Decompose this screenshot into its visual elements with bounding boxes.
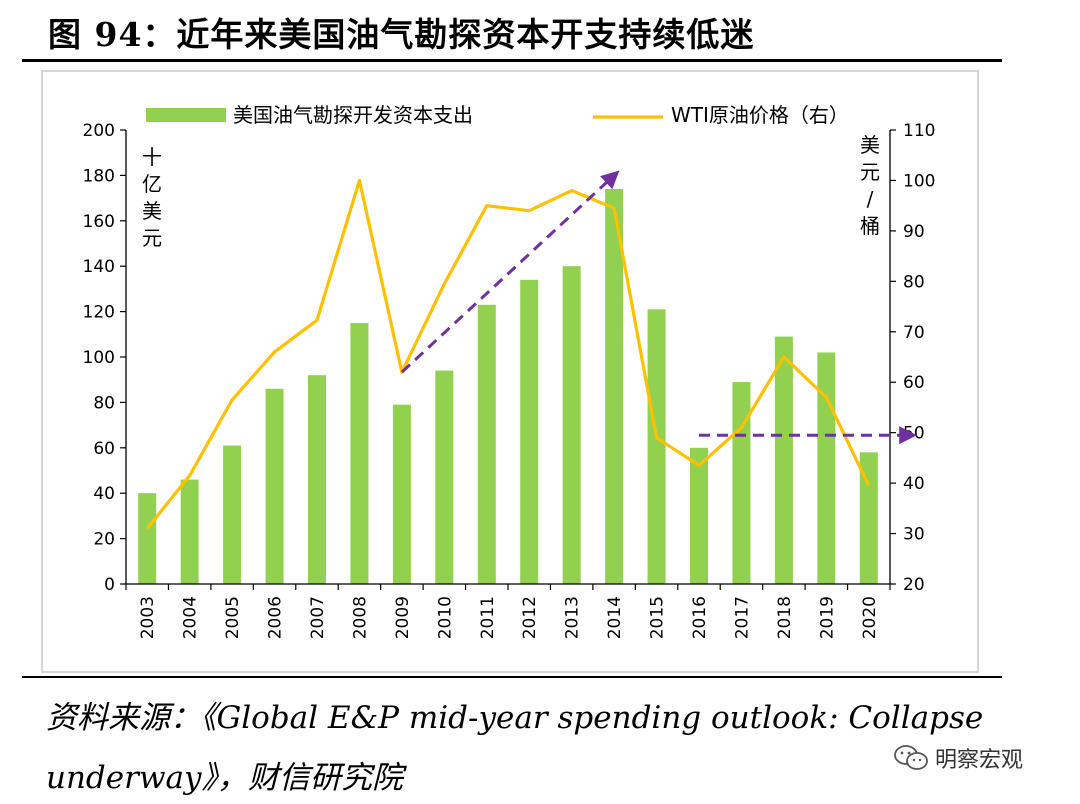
svg-text:元: 元 (142, 226, 162, 250)
x-tick-label: 2015 (648, 596, 668, 639)
x-tick-label: 2007 (308, 596, 328, 639)
bar-2005 (223, 445, 242, 584)
x-tick-label: 2020 (860, 596, 880, 639)
left-tick-label: 140 (83, 257, 115, 277)
bar-2015 (647, 309, 666, 584)
x-tick-label: 2003 (138, 596, 158, 639)
right-tick-label: 110 (903, 121, 935, 141)
source-rule (22, 676, 1002, 678)
x-tick-label: 2005 (223, 596, 243, 639)
trend-arrow-1 (400, 170, 620, 374)
right-tick-label: 40 (903, 474, 925, 494)
legend-label-capex: 美国油气勘探开发资本支出 (233, 103, 473, 127)
bar-2017 (732, 381, 751, 584)
legend-label-wti: WTI原油价格（右） (671, 103, 849, 127)
right-tick-label: 60 (903, 373, 925, 393)
x-tick-label: 2004 (181, 596, 201, 639)
x-tick-label: 2017 (732, 596, 752, 639)
bar-2007 (308, 375, 326, 584)
right-tick-label: 50 (903, 424, 925, 444)
left-tick-label: 100 (83, 348, 115, 368)
chart-panel: 0 20 40 60 80 100 120 140 160 180 200 20 30 40 50 60 70 8… (41, 70, 979, 673)
source-line-2: underway》，财信研究院 (46, 760, 403, 796)
svg-text:桶: 桶 (860, 214, 880, 238)
left-tick-label: 120 (83, 303, 115, 323)
right-tick-label: 80 (903, 272, 925, 292)
x-tick-label: 2006 (266, 596, 286, 639)
left-tick-label: 60 (93, 439, 115, 459)
bar-2012 (520, 279, 539, 584)
svg-text:元: 元 (860, 160, 880, 184)
right-axis-unit: 美元 / 桶 (860, 133, 880, 238)
x-tick-label: 2018 (775, 596, 795, 639)
bar-2006 (265, 388, 284, 584)
x-tick-label: 2012 (520, 596, 540, 639)
bar-2009 (392, 404, 411, 584)
bar-2018 (774, 336, 793, 584)
x-tick-label: 2009 (393, 596, 413, 639)
bar-2010 (435, 370, 454, 584)
bar-2011 (477, 304, 496, 584)
svg-text:/: / (867, 187, 874, 211)
series-line-wti (145, 178, 871, 530)
source-line-1: 资料来源：《Global E&P mid-year spending outlo… (46, 700, 984, 736)
bar-2019 (817, 352, 836, 584)
left-tick-label: 180 (83, 166, 115, 186)
legend-swatch-capex (146, 108, 226, 122)
right-tick-label: 90 (903, 222, 925, 242)
watermark: 明察宏观 (893, 738, 1023, 778)
bar-2004 (180, 479, 199, 584)
x-tick-label: 2014 (605, 596, 625, 639)
x-tick-label: 2010 (435, 596, 455, 639)
right-tick-label: 20 (903, 575, 925, 595)
bar-2008 (350, 322, 369, 584)
bar-2013 (562, 266, 581, 584)
svg-text:美: 美 (142, 199, 162, 223)
left-tick-label: 160 (83, 212, 115, 232)
left-tick-label: 80 (93, 393, 115, 413)
bar-2014 (605, 189, 624, 584)
x-tick-label: 2019 (817, 596, 837, 639)
chart: 0 20 40 60 80 100 120 140 160 180 200 20 30 40 50 60 70 8… (83, 103, 936, 639)
left-tick-label: 200 (83, 121, 115, 141)
right-tick-label: 30 (903, 525, 925, 545)
x-tick-label: 2013 (563, 596, 583, 639)
x-tick-label: 2011 (478, 596, 498, 639)
x-tick-label: 2008 (350, 596, 370, 639)
bar-2016 (690, 447, 708, 584)
wechat-icon (894, 745, 928, 770)
bar-2003 (138, 493, 157, 584)
right-tick-label: 70 (903, 323, 925, 343)
title-rule (22, 59, 1002, 62)
left-tick-label: 0 (104, 575, 115, 595)
left-tick-label: 20 (93, 530, 115, 550)
svg-text:十: 十 (142, 145, 162, 169)
left-tick-label: 40 (93, 484, 115, 504)
right-tick-label: 100 (903, 171, 935, 191)
svg-text:美: 美 (860, 133, 880, 157)
svg-text:亿: 亿 (142, 172, 162, 196)
watermark-text: 明察宏观 (935, 748, 1024, 773)
x-tick-label: 2016 (690, 596, 710, 639)
figure-title: 图 94：近年来美国油气勘探资本开支持续低迷 (48, 15, 755, 54)
bar-2020 (859, 452, 878, 584)
